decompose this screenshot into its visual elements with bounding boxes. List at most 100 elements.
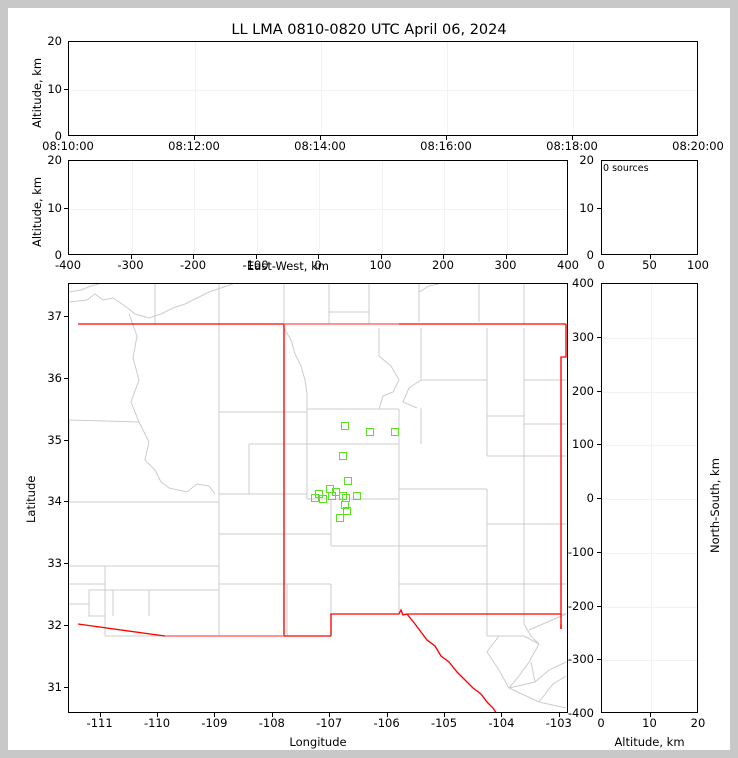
ew-panel-xtick-7: 300: [494, 258, 517, 272]
tick-mark: [597, 605, 601, 607]
ew-panel-xtick-8: 400: [557, 258, 579, 272]
gridline: [444, 161, 445, 254]
tick-mark: [443, 255, 445, 259]
ns-ytick-6: 200: [572, 383, 594, 398]
time-panel-xtick-2: 08:14:00: [294, 139, 346, 153]
gridline: [256, 161, 258, 254]
hist-ytick-1: 10: [579, 200, 594, 215]
tick-mark: [386, 713, 388, 717]
gridline: [602, 337, 697, 339]
gridline: [650, 284, 652, 712]
tick-mark: [99, 713, 101, 717]
time-panel-xtick-3: 08:16:00: [420, 139, 472, 153]
hist-xtick-1: 50: [642, 258, 657, 272]
map-geography: [69, 284, 567, 712]
tick-mark: [214, 713, 216, 717]
tick-mark: [597, 336, 601, 338]
ns-xtick-0: 0: [597, 716, 605, 730]
north-south-altitude-panel[interactable]: [601, 283, 698, 713]
gridline: [69, 208, 567, 210]
tick-mark: [194, 136, 196, 140]
east-west-height-panel[interactable]: [68, 160, 568, 255]
ns-ytick-1: -300: [567, 652, 594, 667]
ns-ytick-7: 300: [572, 329, 594, 344]
ns-ytick-4: 0: [586, 491, 594, 505]
map-xtick-0: -111: [86, 716, 113, 730]
lma-source-marker: [319, 495, 328, 504]
tick-mark: [64, 377, 68, 379]
ew-panel-xtick-2: -200: [179, 258, 207, 272]
ew-panel-ytick-2: 20: [47, 153, 62, 167]
lma-source-marker: [311, 494, 320, 503]
tick-mark: [558, 713, 560, 717]
source-count-label: 0 sources: [603, 163, 649, 174]
lma-source-marker: [365, 428, 374, 437]
ew-panel-ytick-0: 0: [54, 248, 62, 262]
time-panel-ytick-0: 0: [54, 129, 62, 143]
gridline: [447, 42, 448, 135]
tick-mark: [193, 255, 195, 259]
hist-ytick-2: 20: [579, 153, 594, 167]
gridline: [602, 552, 697, 554]
lma-source-marker: [341, 422, 349, 430]
gridline: [602, 391, 697, 393]
time-panel-ytick-1: 10: [47, 81, 62, 96]
hist-ytick-0: 0: [586, 248, 594, 262]
time-panel-xtick-5: 08:20:00: [672, 139, 724, 153]
ns-ytick-5: 100: [572, 437, 594, 452]
lma-source-marker: [391, 428, 399, 437]
map-ytick-0: 31: [47, 679, 62, 694]
tick-mark: [64, 316, 68, 318]
tick-mark: [64, 207, 68, 209]
time-panel-xtick-4: 08:18:00: [546, 139, 598, 153]
gridline: [194, 161, 195, 254]
plan-view-map-panel[interactable]: [68, 283, 568, 713]
lma-source-marker: [343, 476, 352, 485]
tick-mark: [597, 659, 601, 661]
hist-xtick-0: 0: [597, 258, 605, 272]
map-ytick-1: 32: [47, 617, 62, 632]
ew-panel-xtick-6: 200: [432, 258, 454, 272]
gridline: [131, 161, 133, 254]
map-xtick-1: -110: [143, 716, 171, 730]
map-xtick-4: -107: [316, 716, 343, 730]
map-xtick-6: -105: [430, 716, 458, 730]
tick-mark: [130, 255, 132, 259]
tick-mark: [649, 713, 651, 717]
map-xtick-3: -108: [258, 716, 285, 730]
map-xtick-8: -103: [545, 716, 572, 730]
tick-mark: [255, 255, 257, 259]
tick-mark: [320, 136, 322, 140]
tick-mark: [271, 713, 273, 717]
time-height-panel[interactable]: [68, 41, 698, 136]
ew-panel-xtick-4: 0: [314, 258, 322, 272]
map-ytick-3: 34: [47, 494, 62, 509]
hist-xtick-2: 100: [687, 258, 709, 272]
gridline: [319, 161, 320, 254]
tick-mark: [157, 713, 159, 717]
time-panel-ylabel: Altitude, km: [30, 57, 44, 128]
ew-panel-xlabel: East-West, km: [247, 259, 329, 273]
altitude-histogram-panel[interactable]: 0 sources: [601, 160, 698, 255]
tick-mark: [597, 207, 601, 209]
map-xtick-5: -106: [373, 716, 400, 730]
gridline: [381, 161, 383, 254]
ns-ytick-2: -200: [567, 598, 594, 613]
ns-ytick-8: 400: [572, 276, 594, 290]
alt-axis-right-label: Altitude, km: [614, 735, 685, 749]
gridline: [602, 606, 697, 608]
map-ytick-6: 37: [47, 309, 62, 323]
ns-ytick-3: -100: [567, 544, 594, 559]
gridline: [321, 42, 322, 135]
tick-mark: [649, 255, 651, 259]
figure-canvas: LL LMA 0810-0820 UTC April 06, 2024 20 1…: [8, 8, 730, 750]
tick-mark: [597, 498, 601, 500]
time-panel-ytick-2: 20: [47, 34, 62, 48]
gridline: [602, 499, 697, 500]
gridline: [602, 660, 697, 662]
ew-panel-xtick-3: -100: [242, 258, 269, 272]
map-ytick-5: 36: [47, 370, 62, 385]
lma-source-marker: [339, 452, 348, 461]
lma-source-marker: [353, 492, 362, 501]
tick-mark: [64, 88, 68, 90]
